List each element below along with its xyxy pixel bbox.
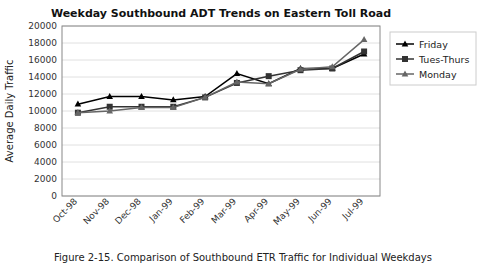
point <box>106 93 113 99</box>
x-tick-label: Dec-98 <box>113 196 143 226</box>
caption: Figure 2-15. Comparison of Southbound ET… <box>54 252 432 263</box>
x-tick-label: Jul-99 <box>340 196 366 222</box>
y-tick-label: 6000 <box>34 140 57 150</box>
point <box>297 66 304 72</box>
legend-label: Friday <box>419 39 448 50</box>
x-tick-label: Apr-99 <box>242 196 270 224</box>
point <box>170 104 177 110</box>
x-tick-label: May-99 <box>271 196 302 227</box>
series-line <box>78 52 364 113</box>
y-tick-label: 4000 <box>34 157 57 167</box>
y-tick-label: 14000 <box>28 72 57 82</box>
x-tick-label: Jun-99 <box>306 196 334 224</box>
grid-line <box>62 145 380 146</box>
grid-line <box>62 179 380 180</box>
y-tick-label: 18000 <box>28 38 57 48</box>
grid-line <box>62 77 380 78</box>
point <box>106 107 113 113</box>
point <box>75 101 82 107</box>
chart: 0 2000 4000 6000 8000 10000 12000 14000 16000 180… <box>0 0 486 267</box>
legend: Friday Tues-Thurs Monday <box>390 32 476 85</box>
plot-frame <box>62 26 380 196</box>
y-tick-label: 16000 <box>28 55 57 65</box>
point <box>234 79 241 85</box>
legend-label: Monday <box>419 69 457 80</box>
point <box>234 70 241 76</box>
series-line <box>78 40 364 113</box>
legend-label: Tues-Thurs <box>418 54 469 65</box>
legend-box <box>390 32 476 85</box>
point <box>202 94 209 100</box>
data-layer <box>75 36 368 116</box>
point <box>361 49 367 55</box>
point <box>361 36 368 42</box>
point <box>329 63 336 69</box>
legend-marker <box>402 56 408 62</box>
grid-line <box>62 162 380 163</box>
point <box>265 80 272 86</box>
point <box>138 104 145 110</box>
y-tick-label: 12000 <box>28 89 57 99</box>
point <box>170 96 177 102</box>
y-tick-label: 10000 <box>28 106 57 116</box>
grid-line <box>62 60 380 61</box>
x-tick-label: Oct-98 <box>51 196 80 225</box>
y-axis-label: Average Daily Traffic <box>4 60 15 163</box>
point <box>139 104 145 110</box>
legend-marker <box>402 40 409 46</box>
grid-line <box>62 43 380 44</box>
x-tick-label: Jan-99 <box>147 196 175 224</box>
y-tick-label: 2000 <box>34 174 57 184</box>
y-tick-label: 20000 <box>28 21 57 31</box>
series-line <box>78 54 364 104</box>
y-tick-label: 8000 <box>34 123 57 133</box>
point <box>266 73 272 79</box>
y-tick-label: 0 <box>51 191 57 201</box>
grid-line <box>62 128 380 129</box>
legend-marker <box>402 70 409 76</box>
point <box>138 93 145 99</box>
title: Weekday Southbound ADT Trends on Eastern… <box>51 7 391 20</box>
x-tick-label: Feb-99 <box>178 196 207 225</box>
point <box>75 109 82 115</box>
x-tick-label: Mar-99 <box>209 196 238 225</box>
x-tick-label: Nov-98 <box>81 196 111 226</box>
